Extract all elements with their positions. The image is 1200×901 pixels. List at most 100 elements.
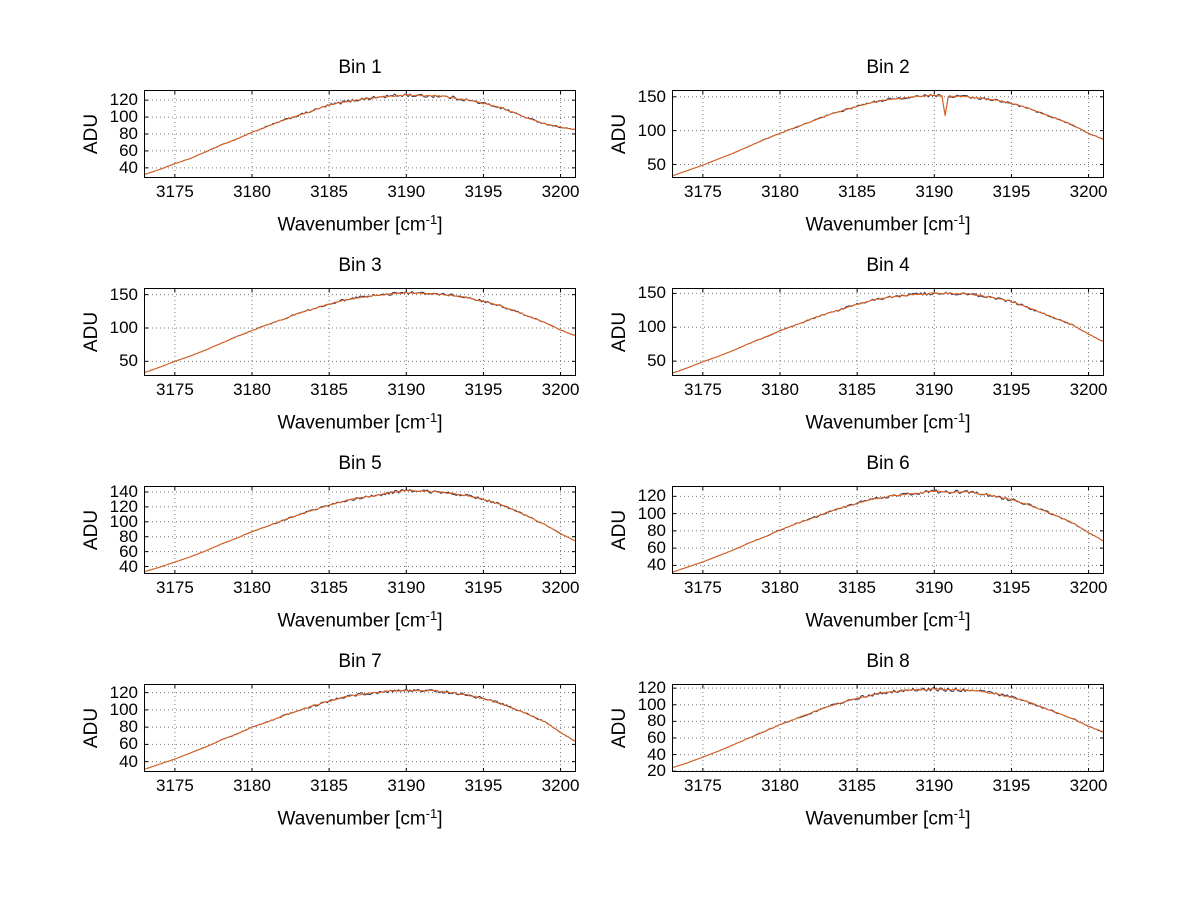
x-tick-label: 3180 xyxy=(761,182,799,201)
x-axis-label: Wavenumber [cm-1] xyxy=(277,608,443,632)
plot-area xyxy=(672,684,1104,772)
x-axis-label: Wavenumber [cm-1] xyxy=(277,410,443,434)
series-raw-spectrum xyxy=(144,489,576,573)
subplot-bin-8: Bin 8 ADU Wavenumber [cm-1] 20 40 60 80 100 120 3… xyxy=(609,651,1108,829)
y-tick-label: 150 xyxy=(637,283,666,303)
x-tick-label: 3175 xyxy=(155,182,194,201)
subplot-title: Bin 1 xyxy=(338,57,382,78)
x-tick-label: 3180 xyxy=(233,380,271,399)
y-tick-label: 40 xyxy=(647,555,666,575)
x-tick-label: 3185 xyxy=(838,380,876,399)
x-tick-label: 3185 xyxy=(838,776,876,795)
plot-area xyxy=(672,288,1104,376)
y-tick-label: 40 xyxy=(119,157,138,177)
x-axis-label: Wavenumber [cm-1] xyxy=(805,212,971,236)
subplot-bin-7: Bin 7 ADU Wavenumber [cm-1] 40 60 80 100 120 317… xyxy=(81,651,580,829)
y-tick-label: 40 xyxy=(119,556,138,576)
subplot-bin-4: Bin 4 ADU Wavenumber [cm-1] 50 100 150 3175 318… xyxy=(609,255,1108,433)
x-tick-label: 3185 xyxy=(838,578,876,597)
y-tick-label: 100 xyxy=(109,318,138,337)
y-tick-label: 120 xyxy=(637,678,666,698)
series-spectrum xyxy=(672,687,1104,769)
y-tick-label: 80 xyxy=(647,520,666,540)
series-spectrum xyxy=(144,689,576,770)
x-tick-label: 3185 xyxy=(838,182,876,201)
subplot-bin-6: Bin 6 ADU Wavenumber [cm-1] 40 60 80 100 120 317… xyxy=(609,453,1108,631)
subplot-bin-3: Bin 3 ADU Wavenumber [cm-1] 50 100 150 3175 318… xyxy=(81,255,580,433)
plot-area xyxy=(672,90,1104,178)
x-tick-label: 3180 xyxy=(233,578,271,597)
y-tick-label: 50 xyxy=(647,154,666,174)
x-tick-label: 3175 xyxy=(683,182,722,201)
y-tick-label: 120 xyxy=(109,682,138,702)
x-tick-label: 3195 xyxy=(992,182,1031,201)
x-tick-label: 3180 xyxy=(761,776,799,795)
subplot-title: Bin 6 xyxy=(866,453,910,474)
subplot-title: Bin 4 xyxy=(866,255,910,276)
y-tick-label: 60 xyxy=(647,538,666,558)
y-tick-label: 50 xyxy=(119,351,138,371)
y-tick-label: 80 xyxy=(119,124,138,143)
x-tick-label: 3200 xyxy=(1069,776,1108,795)
x-tick-label: 3190 xyxy=(387,776,426,795)
x-tick-label: 3200 xyxy=(541,182,580,201)
series-spectrum xyxy=(144,94,576,176)
y-tick-label: 100 xyxy=(637,120,666,140)
x-tick-label: 3200 xyxy=(541,578,580,597)
x-tick-label: 3185 xyxy=(310,182,348,201)
plot-area xyxy=(672,486,1104,574)
subplot-bin-2: Bin 2 ADU Wavenumber [cm-1] 50 100 150 3175 318… xyxy=(609,57,1108,235)
x-tick-label: 3185 xyxy=(310,380,348,399)
y-tick-label: 140 xyxy=(109,482,138,501)
x-axis-label: Wavenumber [cm-1] xyxy=(805,806,971,830)
x-tick-label: 3200 xyxy=(541,776,580,795)
x-tick-label: 3195 xyxy=(992,578,1031,597)
y-tick-label: 100 xyxy=(109,107,138,127)
y-tick-label: 40 xyxy=(119,751,138,771)
y-tick-label: 120 xyxy=(637,486,666,506)
x-tick-label: 3200 xyxy=(1069,182,1108,201)
series-raw-spectrum xyxy=(144,687,576,770)
series-raw-spectrum xyxy=(672,93,1104,177)
y-tick-label: 60 xyxy=(119,541,138,561)
y-tick-label: 120 xyxy=(109,496,138,516)
x-tick-label: 3185 xyxy=(310,578,348,597)
series-spectrum xyxy=(672,490,1104,573)
y-tick-label: 100 xyxy=(109,511,138,531)
y-tick-label: 40 xyxy=(647,744,666,764)
x-tick-label: 3190 xyxy=(387,380,426,399)
x-tick-label: 3180 xyxy=(233,776,271,795)
x-tick-label: 3175 xyxy=(155,380,194,399)
x-tick-label: 3180 xyxy=(761,578,799,597)
x-tick-label: 3195 xyxy=(992,776,1031,795)
x-tick-label: 3195 xyxy=(992,380,1031,399)
x-tick-label: 3185 xyxy=(310,776,348,795)
x-tick-label: 3190 xyxy=(915,776,954,795)
y-tick-label: 150 xyxy=(109,284,138,304)
y-tick-label: 100 xyxy=(637,694,666,714)
y-tick-label: 60 xyxy=(119,140,138,160)
x-tick-label: 3195 xyxy=(464,380,503,399)
y-tick-label: 120 xyxy=(109,90,138,110)
x-tick-label: 3175 xyxy=(683,380,722,399)
x-tick-label: 3190 xyxy=(915,380,954,399)
x-axis-label: Wavenumber [cm-1] xyxy=(805,410,971,434)
x-tick-label: 3175 xyxy=(155,578,194,597)
y-tick-label: 100 xyxy=(109,699,138,719)
x-tick-label: 3175 xyxy=(683,776,722,795)
plot-area xyxy=(144,90,576,178)
x-tick-label: 3190 xyxy=(915,578,954,597)
subplot-title: Bin 5 xyxy=(338,453,382,474)
subplot-bin-5: Bin 5 ADU Wavenumber [cm-1] 40 60 80 100 120 140… xyxy=(81,453,580,631)
subplot-bin-1: Bin 1 ADU Wavenumber [cm-1] 40 60 80 100 120 317… xyxy=(81,57,580,235)
y-tick-label: 80 xyxy=(647,711,666,731)
series-raw-spectrum xyxy=(144,291,576,374)
x-tick-label: 3180 xyxy=(761,380,799,399)
x-tick-label: 3190 xyxy=(915,182,954,201)
x-axis-label: Wavenumber [cm-1] xyxy=(277,806,443,830)
y-tick-label: 20 xyxy=(647,761,666,781)
y-tick-label: 150 xyxy=(637,86,666,106)
series-spectrum xyxy=(672,292,1104,374)
y-tick-label: 80 xyxy=(119,717,138,737)
